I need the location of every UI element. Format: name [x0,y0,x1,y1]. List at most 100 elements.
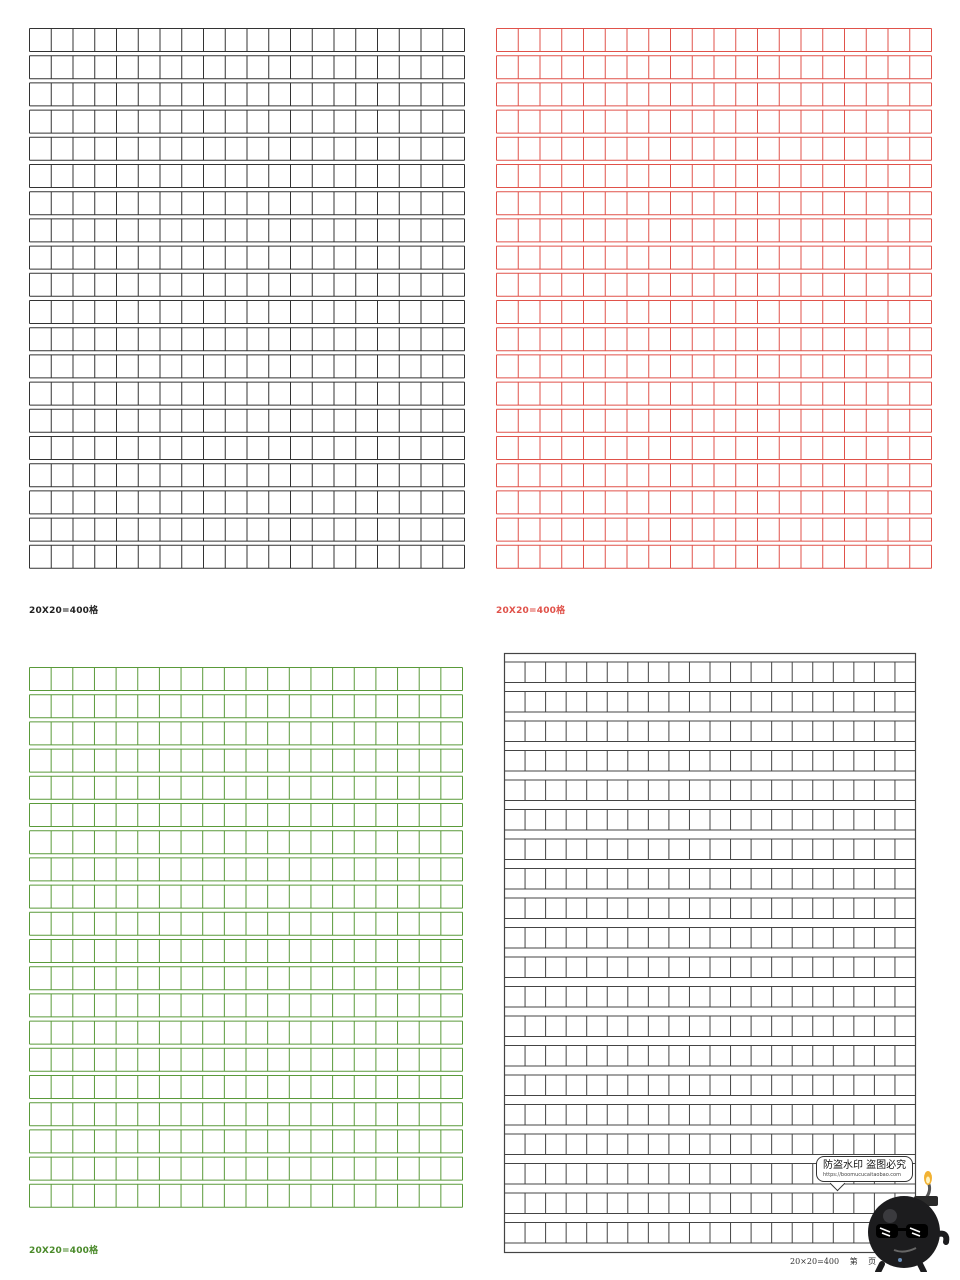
grid-row [496,490,932,515]
grid-row [29,939,463,963]
watermark-text: 防盗水印 盗图必究 [823,1160,907,1171]
grid-row [29,354,465,379]
grid-row [496,408,932,433]
watermark-speech-bubble: 防盗水印 盗图必究 https://boomucucaitaobao.com [816,1156,914,1182]
page-suffix-label: 页 [868,1257,877,1266]
grid-row [496,436,932,460]
grid-row [29,884,463,909]
grid-row [496,381,932,406]
grid-row [29,245,465,270]
grid-row [29,1129,463,1154]
grid-row [29,694,463,719]
grid-row [29,28,465,52]
grid-row [496,272,932,297]
grid-row [29,775,463,800]
grid-row [504,1045,916,1067]
grid-row [29,272,465,297]
grid-row [504,779,916,801]
grid-row [504,1074,916,1096]
writing-grid-green [29,667,465,1239]
grid-lines [496,28,932,569]
grid-row [29,721,463,746]
grid-row [29,327,465,352]
writing-grid-red [496,28,932,600]
grid-row [29,490,465,515]
grid-caption-green: 20X20=400格 [29,1246,99,1256]
grid-frame [503,652,917,1254]
grid-row [496,463,932,488]
grid-row [29,136,465,161]
grid-row [504,1222,916,1244]
grid-row [504,927,916,949]
grid-row [504,750,916,772]
grid-row [496,136,932,161]
grid-row [29,544,465,569]
grid-row [504,661,916,683]
grid-lines [29,667,463,1208]
grid-row [29,381,465,406]
grid-row [504,956,916,978]
grid-row [504,1133,916,1155]
grid-row [504,720,916,742]
grid-row [29,517,465,542]
grid-row [504,897,916,919]
grid-count-label: 20×20=400 [790,1257,840,1266]
grid-row [29,667,463,691]
grid-row [29,55,465,80]
grid-row [29,300,465,324]
grid-caption-black: 20X20=400格 [29,606,99,616]
bomb-mascot-icon [868,1171,950,1272]
grid-row [496,164,932,188]
grid-row [29,218,465,243]
grid-row [496,191,932,216]
grid-row [29,82,465,107]
grid-row [496,55,932,80]
watermark-url: https://boomucucaitaobao.com [823,1172,901,1178]
grid-black [29,28,465,569]
grid-row [496,109,932,134]
grid-row [496,300,932,324]
grid-row [504,691,916,713]
grid-row [29,1156,463,1181]
grid-row [504,809,916,831]
watermark: 防盗水印 盗图必究 https://boomucucaitaobao.com [810,1150,955,1275]
grid-row [29,803,463,827]
grid-caption-red: 20X20=400格 [496,606,566,616]
grid-row [29,436,465,460]
grid-row [504,838,916,860]
grid-row [29,164,465,188]
grid-row [29,748,463,773]
grid-row [496,218,932,243]
writing-grid-black [29,28,465,600]
grid-row [496,28,932,52]
grid-row [29,1183,463,1208]
grid-row [29,1075,463,1099]
grid-green [29,667,463,1208]
grid-row [29,857,463,882]
grid-row [504,986,916,1008]
grid-row [496,245,932,270]
grid-row [29,830,463,855]
grid-row [29,463,465,488]
grid-row [29,966,463,991]
grid-row [496,354,932,379]
grid-row [29,1047,463,1072]
grid-row [29,1102,463,1127]
grid-row [504,1104,916,1126]
grid-red [496,28,932,569]
grid-row [496,544,932,569]
grid-row [29,191,465,216]
grid-row [496,517,932,542]
grid-row [504,868,916,890]
grid-row [29,109,465,134]
grid-row [29,911,463,936]
grid-row [29,408,465,433]
grid-row [496,82,932,107]
grid-lines [29,28,465,569]
grid-footer: 20×20=400 第 页 [790,1256,884,1267]
grid-row [29,1020,463,1045]
grid-row [496,327,932,352]
grid-row [29,993,463,1018]
page-prefix-label: 第 [849,1257,858,1266]
grid-row [504,1015,916,1037]
